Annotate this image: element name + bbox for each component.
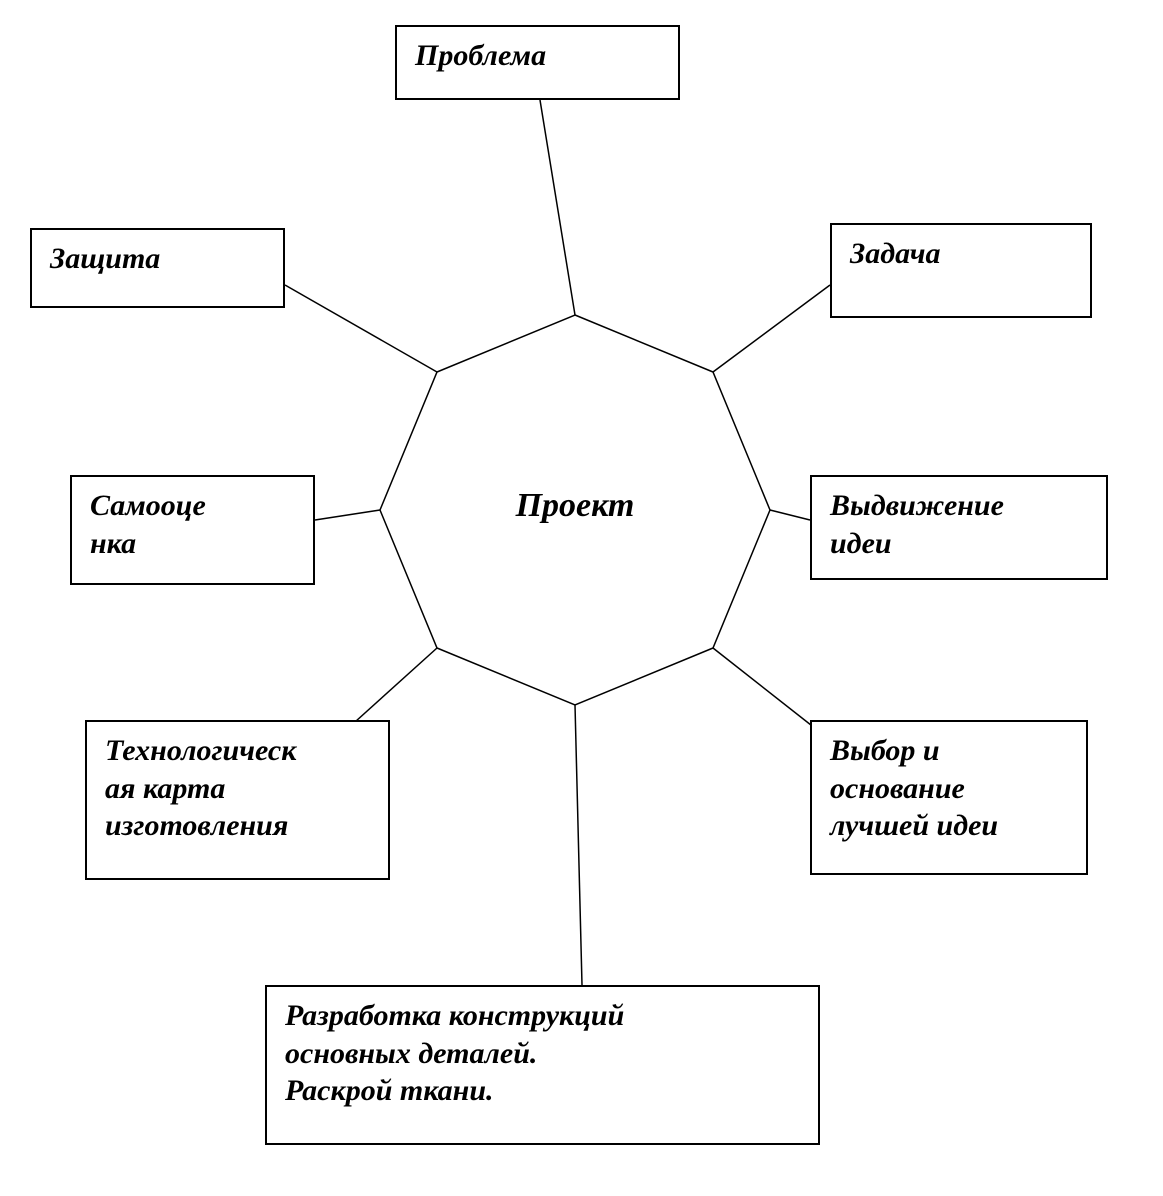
node-techcard: Технологическ ая карта изготовления xyxy=(85,720,390,880)
node-problem-label: Проблема xyxy=(415,37,546,75)
node-defense-label: Защита xyxy=(50,240,160,278)
node-task: Задача xyxy=(830,223,1092,318)
node-selfeval-label: Самооце нка xyxy=(90,487,206,562)
node-defense: Защита xyxy=(30,228,285,308)
diagram-stage: Проект Проблема Задача Выдвижение идеи Выбо… xyxy=(0,0,1163,1196)
node-develop: Разработка конструкций основных деталей.… xyxy=(265,985,820,1145)
node-task-label: Задача xyxy=(850,235,941,273)
node-selfeval: Самооце нка xyxy=(70,475,315,585)
edge-develop xyxy=(575,705,582,985)
node-best-idea: Выбор и основание лучшей идеи xyxy=(810,720,1088,875)
center-label: Проект xyxy=(495,487,655,525)
edge-problem xyxy=(540,100,575,315)
node-develop-label: Разработка конструкций основных деталей.… xyxy=(285,997,624,1110)
edge-task xyxy=(713,285,830,372)
node-best-idea-label: Выбор и основание лучшей идеи xyxy=(830,732,998,845)
edge-defense xyxy=(285,285,437,372)
node-idea-label: Выдвижение идеи xyxy=(830,487,1004,562)
node-techcard-label: Технологическ ая карта изготовления xyxy=(105,732,296,845)
node-problem: Проблема xyxy=(395,25,680,100)
edge-selfeval xyxy=(315,510,380,520)
node-idea: Выдвижение идеи xyxy=(810,475,1108,580)
edge-idea xyxy=(770,510,810,520)
